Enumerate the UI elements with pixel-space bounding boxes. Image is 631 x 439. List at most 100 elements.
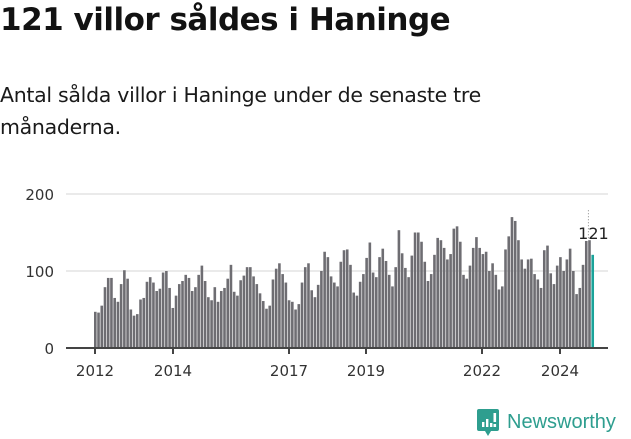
bar [384,260,388,348]
bar [378,257,381,348]
brand-name: Newsworthy [507,410,616,433]
bar [245,267,249,348]
bar [520,259,523,348]
bar [261,301,265,348]
bar [497,289,501,348]
bar [355,295,359,348]
bar [203,281,207,348]
bar [155,291,158,348]
x-tick-label: 2012 [76,362,114,380]
bar [458,241,462,348]
x-tick-label: 2024 [541,362,579,380]
bar [365,257,368,348]
bar [500,286,504,348]
bar [274,268,278,348]
bar [119,284,123,348]
bar [526,259,530,348]
bar [236,295,239,348]
bar [433,254,436,348]
bar [94,311,97,348]
bar [268,305,272,348]
bar [423,261,427,348]
bar [148,277,152,348]
bar [213,287,217,348]
bar [194,287,197,348]
bar [123,270,126,348]
bar [145,281,149,348]
bar [239,280,242,348]
bar [578,287,582,348]
bar [339,261,343,348]
bar [184,274,188,348]
bar [152,282,155,348]
y-gridlines [66,193,608,272]
bar [142,297,146,348]
bar [565,259,569,348]
bar [271,279,275,348]
x-tick-label: 2019 [347,362,385,380]
bar [429,274,433,348]
bar [484,251,488,348]
bar [581,264,585,348]
bars [94,217,595,348]
x-tick-label: 2014 [154,362,192,380]
y-axis-labels: 0 100 200 [25,186,54,358]
bar [426,281,430,348]
bar [349,264,352,348]
bar [229,264,233,348]
bar [320,271,323,348]
bar [336,286,339,348]
bar [420,241,423,348]
bar [139,299,142,348]
bar [381,248,385,348]
bar [513,220,517,348]
brand-logo: Newsworthy [476,407,616,437]
bar [242,275,246,348]
bar [542,250,546,348]
bar [326,257,330,348]
bar [126,278,129,348]
bar [197,274,200,348]
bar [400,253,404,348]
bar [488,271,491,348]
bar [258,293,262,348]
bar [352,292,355,348]
bar [546,245,549,348]
bar [397,230,401,348]
bar [455,226,459,348]
bar [494,274,498,348]
y-tick-label: 100 [25,263,54,281]
bar [572,271,575,348]
bar [294,309,297,348]
bar [161,272,165,348]
bar [216,301,220,348]
bar [168,287,171,348]
bar [232,291,236,348]
bar [177,284,181,348]
bar [291,301,294,348]
bar [135,314,139,348]
bar [307,263,310,348]
bar-latest [591,254,595,348]
bar [249,267,252,348]
bar [207,297,210,348]
bar [284,282,288,348]
bar [504,249,507,348]
bar [106,277,110,348]
bar [371,272,375,348]
bar [471,247,475,348]
y-tick-label: 0 [44,340,54,358]
bar [223,287,226,348]
bar [562,271,565,348]
bar [517,240,520,348]
bar [452,228,456,348]
bar [387,274,391,348]
bar [417,232,420,348]
x-tick-label: 2022 [463,362,501,380]
bar [536,279,540,348]
bar [200,265,204,348]
bar [278,263,281,348]
bar [446,259,449,348]
bar [507,236,511,348]
bar [226,278,230,348]
